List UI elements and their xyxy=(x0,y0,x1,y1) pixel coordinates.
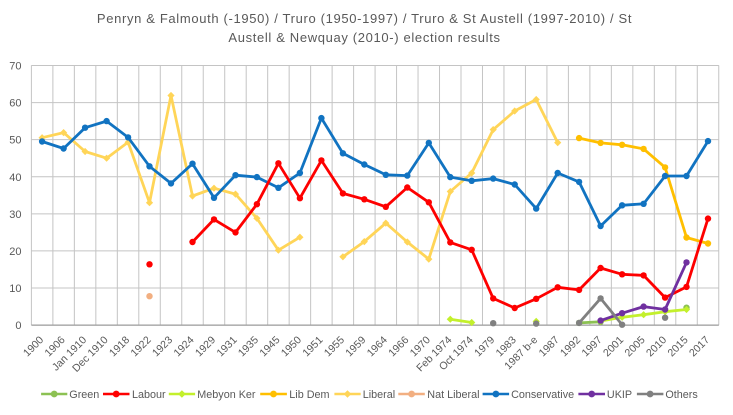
svg-text:Labour: Labour xyxy=(132,389,166,401)
svg-text:Lib Dem: Lib Dem xyxy=(289,389,329,401)
svg-text:40: 40 xyxy=(9,172,21,184)
svg-text:10: 10 xyxy=(9,283,21,295)
svg-text:60: 60 xyxy=(9,98,21,110)
svg-text:30: 30 xyxy=(9,209,21,221)
svg-text:Green: Green xyxy=(69,389,99,401)
svg-text:50: 50 xyxy=(9,135,21,147)
svg-text:Mebyon Ker: Mebyon Ker xyxy=(197,389,256,401)
svg-text:Nat Liberal: Nat Liberal xyxy=(427,389,479,401)
svg-text:70: 70 xyxy=(9,61,21,73)
svg-text:Others: Others xyxy=(665,389,698,401)
svg-text:UKIP: UKIP xyxy=(607,389,632,401)
svg-text:Conservative: Conservative xyxy=(511,389,574,401)
svg-text:Liberal: Liberal xyxy=(363,389,395,401)
svg-text:20: 20 xyxy=(9,246,21,258)
svg-text:0: 0 xyxy=(15,320,21,332)
